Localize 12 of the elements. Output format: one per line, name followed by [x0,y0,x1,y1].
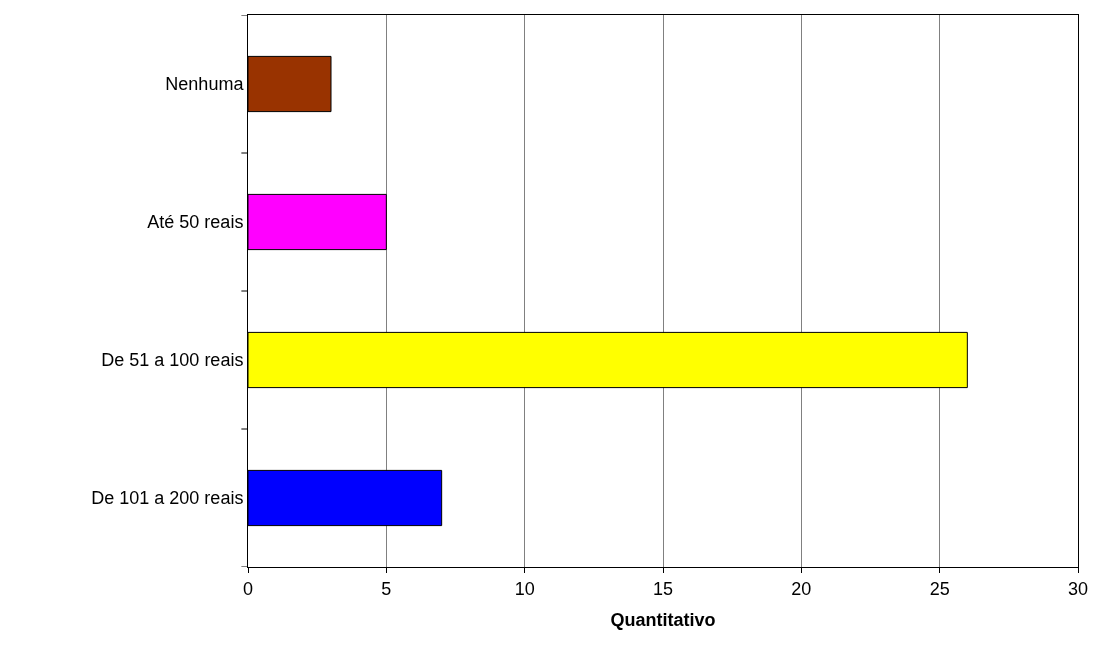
x-axis-title: Quantitativo [610,609,716,630]
y-tick-label: Até 50 reais [147,212,244,233]
x-tick-label: 5 [381,578,392,599]
x-tick-label: 30 [1067,578,1089,599]
y-tick-label: De 51 a 100 reais [101,350,244,371]
y-tick-label: De 101 a 200 reais [91,488,244,509]
x-tick-label: 0 [242,578,254,599]
x-tick-label: 20 [791,578,812,599]
y-tick-label: Nenhuma [165,74,245,95]
x-tick-label: 15 [652,578,674,599]
x-tick-label: 25 [929,578,950,599]
x-tick-label: 10 [514,578,535,599]
